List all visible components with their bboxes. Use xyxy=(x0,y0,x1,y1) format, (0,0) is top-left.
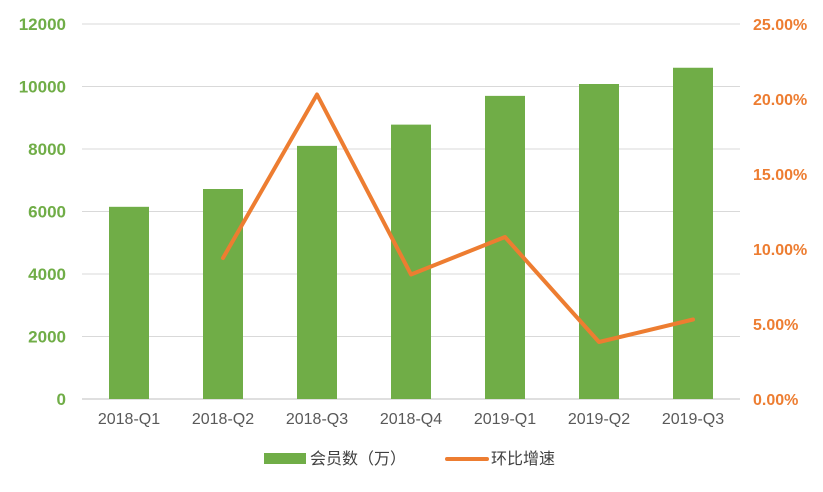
legend-label-line: 环比增速 xyxy=(491,450,555,468)
x-axis: 2018-Q1 2018-Q2 2018-Q3 2018-Q4 2019-Q1 2019-… xyxy=(98,411,724,428)
x-tick-label: 2018-Q2 xyxy=(192,411,254,428)
legend: 会员数（万） 环比增速 xyxy=(264,450,555,468)
left-tick-label: 12000 xyxy=(19,15,66,34)
x-tick-label: 2019-Q1 xyxy=(474,411,536,428)
right-tick-label: 10.00% xyxy=(753,242,807,259)
left-tick-label: 4000 xyxy=(28,265,66,284)
bar xyxy=(109,207,149,399)
right-tick-label: 25.00% xyxy=(753,17,807,34)
left-tick-label: 10000 xyxy=(19,78,66,97)
right-axis: 0.00% 5.00% 10.00% 15.00% 20.00% 25.00% xyxy=(753,17,807,409)
x-tick-label: 2018-Q1 xyxy=(98,411,160,428)
right-tick-label: 5.00% xyxy=(753,317,798,334)
legend-swatch-bar xyxy=(264,453,306,464)
right-tick-label: 0.00% xyxy=(753,392,798,409)
right-tick-label: 15.00% xyxy=(753,167,807,184)
bar-series xyxy=(109,68,713,399)
left-tick-label: 2000 xyxy=(28,328,66,347)
bar xyxy=(391,125,431,399)
bar xyxy=(485,96,525,399)
left-tick-label: 6000 xyxy=(28,203,66,222)
x-tick-label: 2019-Q2 xyxy=(568,411,630,428)
left-tick-label: 8000 xyxy=(28,140,66,159)
left-axis: 0 2000 4000 6000 8000 10000 12000 xyxy=(19,15,66,409)
right-tick-label: 20.00% xyxy=(753,92,807,109)
legend-label-bar: 会员数（万） xyxy=(310,450,406,468)
bar xyxy=(203,189,243,399)
left-tick-label: 0 xyxy=(57,390,66,409)
bar xyxy=(297,146,337,399)
growth-line xyxy=(223,95,693,343)
bar xyxy=(579,84,619,399)
x-tick-label: 2019-Q3 xyxy=(662,411,724,428)
line-series xyxy=(223,94,693,342)
x-tick-label: 2018-Q4 xyxy=(380,411,442,428)
x-tick-label: 2018-Q3 xyxy=(286,411,348,428)
bar xyxy=(673,68,713,399)
